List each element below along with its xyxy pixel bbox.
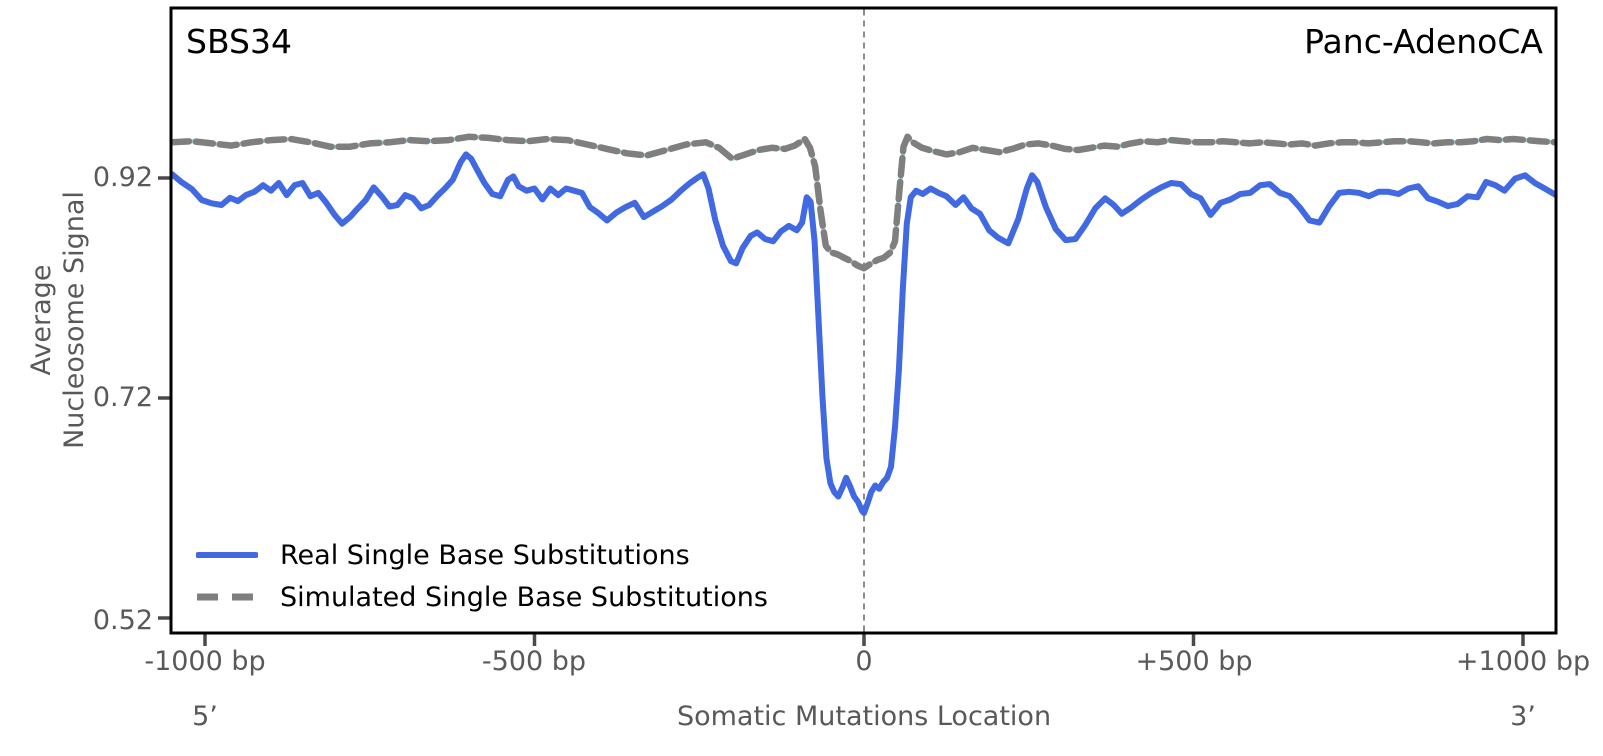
cohort-title: Panc-AdenoCA (1304, 22, 1543, 61)
y-axis-label-line2: Nucleosome Signal (59, 191, 90, 449)
x-tick-label-neg500: -500 bp (481, 646, 587, 677)
x-tick-label-zero: 0 (855, 646, 873, 677)
legend-label-real: Real Single Base Substitutions (280, 539, 690, 571)
real-line-sample-icon (196, 552, 258, 558)
y-axis-label: Average Nucleosome Signal (25, 191, 91, 449)
legend-label-simulated: Simulated Single Base Substitutions (280, 581, 768, 613)
five-prime-label: 5’ (192, 701, 218, 732)
plot-border (169, 6, 1558, 635)
tick-marks (158, 176, 1525, 646)
data-series (172, 133, 1555, 516)
y-tick-label-0.52: 0.52 (92, 605, 153, 636)
legend-row-real: Real Single Base Substitutions (196, 534, 768, 576)
x-axis-label: Somatic Mutations Location (676, 701, 1052, 732)
simulated-line-sample-icon (197, 593, 258, 601)
x-tick-label-pos1000: +1000 bp (1455, 646, 1591, 677)
x-tick-label-pos500: +500 bp (1135, 646, 1253, 677)
x-tick-label-neg1000: -1000 bp (144, 646, 266, 677)
y-tick-label-0.92: 0.92 (92, 162, 153, 193)
legend-row-simulated: Simulated Single Base Substitutions (196, 576, 768, 618)
legend: Real Single Base Substitutions Simulated… (196, 534, 768, 618)
y-axis-label-line1: Average (26, 264, 57, 376)
y-tick-label-0.72: 0.72 (92, 382, 153, 413)
three-prime-label: 3’ (1510, 701, 1536, 732)
simulated-series-line (172, 133, 1555, 272)
real-series-line (172, 151, 1555, 516)
signature-title: SBS34 (186, 22, 292, 61)
